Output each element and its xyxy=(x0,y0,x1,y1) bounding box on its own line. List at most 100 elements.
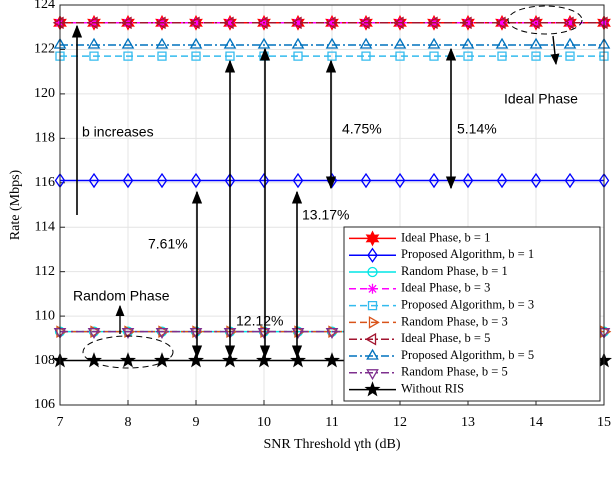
marker xyxy=(395,51,405,61)
annotation: 13.17% xyxy=(302,207,349,223)
marker xyxy=(599,51,609,61)
marker xyxy=(89,51,99,61)
marker xyxy=(222,16,234,30)
ellipse xyxy=(82,335,174,369)
marker xyxy=(427,37,441,49)
marker xyxy=(497,17,507,28)
marker xyxy=(290,16,302,30)
legend-marker xyxy=(365,230,380,247)
marker xyxy=(563,37,577,49)
marker xyxy=(190,172,202,189)
marker xyxy=(497,51,507,61)
legend-label: Ideal Phase, b = 5 xyxy=(401,331,490,345)
marker xyxy=(564,172,576,189)
legend-label: Proposed Algorithm, b = 3 xyxy=(401,297,534,311)
marker xyxy=(359,37,373,49)
marker xyxy=(393,37,407,49)
y-tick-label: 118 xyxy=(35,131,55,146)
marker xyxy=(361,51,371,61)
legend-label: Ideal Phase, b = 3 xyxy=(401,281,490,295)
marker xyxy=(565,51,575,61)
marker xyxy=(494,16,506,30)
marker xyxy=(87,328,101,339)
marker xyxy=(531,51,541,61)
marker xyxy=(87,37,101,49)
marker xyxy=(157,51,167,61)
marker xyxy=(154,352,170,368)
legend-marker xyxy=(367,266,378,278)
plot-frame xyxy=(59,4,605,406)
legend-label: Random Phase, b = 3 xyxy=(401,314,508,328)
y-tick-label: 106 xyxy=(34,397,55,412)
marker xyxy=(52,16,64,30)
annotation: 5.14% xyxy=(457,121,497,137)
annotation: 4.75% xyxy=(342,121,382,137)
marker xyxy=(293,51,303,61)
legend-label: Ideal Phase, b = 1 xyxy=(401,230,490,244)
ellipse xyxy=(507,5,583,35)
legend-box xyxy=(343,226,601,402)
y-tick-label: 120 xyxy=(34,86,55,101)
marker xyxy=(358,16,370,30)
marker xyxy=(121,37,135,49)
x-tick-label: 8 xyxy=(125,415,132,430)
marker xyxy=(528,16,540,30)
y-tick-label: 110 xyxy=(35,308,55,323)
marker xyxy=(426,16,438,30)
marker xyxy=(530,172,542,189)
marker xyxy=(55,51,65,61)
marker xyxy=(256,16,268,30)
marker xyxy=(86,16,98,30)
legend-label: Proposed Algorithm, b = 1 xyxy=(401,247,534,261)
x-tick-label: 7 xyxy=(57,415,64,430)
legend-marker xyxy=(364,381,381,397)
marker xyxy=(188,16,200,30)
marker xyxy=(325,37,339,49)
marker xyxy=(122,172,134,189)
legend-marker xyxy=(366,348,379,360)
legend-label: Without RIS xyxy=(401,381,464,395)
marker xyxy=(290,352,306,368)
annotations: b increases Ideal Phase Random Phase 4.7… xyxy=(71,5,583,369)
marker xyxy=(291,37,305,49)
marker xyxy=(155,328,169,339)
marker xyxy=(461,37,475,49)
legend-marker xyxy=(365,332,377,346)
marker xyxy=(392,16,404,30)
annotation: 7.61% xyxy=(148,236,188,252)
marker xyxy=(121,328,135,339)
x-tick-label: 12 xyxy=(393,415,407,430)
marker xyxy=(86,352,102,368)
legend-marker xyxy=(368,316,380,329)
annotation: Random Phase xyxy=(73,288,170,304)
marker xyxy=(495,37,509,49)
x-tick-label: 11 xyxy=(325,415,338,430)
marker xyxy=(256,352,272,368)
x-tick-label: 13 xyxy=(461,415,475,430)
marker xyxy=(496,172,508,189)
marker xyxy=(222,352,238,368)
arrow xyxy=(550,35,560,66)
x-tick-label: 10 xyxy=(257,415,271,430)
legend-marker xyxy=(367,283,378,294)
y-tick-label: 124 xyxy=(34,0,55,12)
y-tick-label: 112 xyxy=(35,264,55,279)
y-tick-label: 116 xyxy=(35,175,55,190)
y-tick-label: 122 xyxy=(34,42,55,57)
legend-marker xyxy=(367,300,378,311)
marker xyxy=(460,16,472,30)
marker xyxy=(292,172,304,189)
x-tick-label: 14 xyxy=(529,415,543,430)
y-tick-label: 114 xyxy=(35,219,55,234)
marker xyxy=(562,16,574,30)
legend-label: Proposed Algorithm, b = 5 xyxy=(401,348,534,362)
marker xyxy=(223,37,237,49)
y-tick-label: 108 xyxy=(34,353,55,368)
marker xyxy=(155,37,169,49)
annotation: b increases xyxy=(82,124,154,140)
marker xyxy=(191,51,201,61)
marker xyxy=(462,172,474,189)
marker xyxy=(88,172,100,189)
annotation: Ideal Phase xyxy=(504,91,578,107)
